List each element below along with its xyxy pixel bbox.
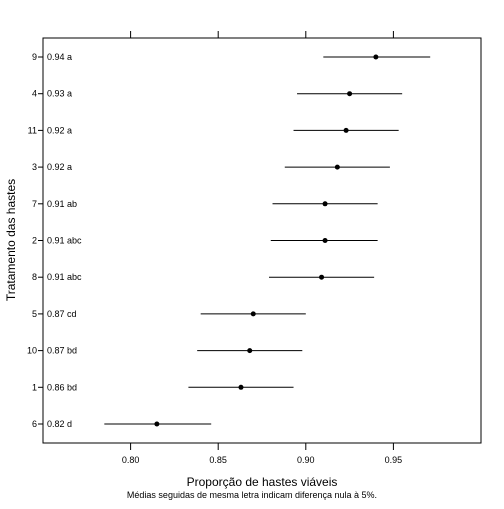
mean-point [322,201,328,207]
mean-point [238,384,244,390]
y-tick-label: 4 [32,89,37,99]
data-row: 10 0.87 bd [27,346,303,356]
mean-point [373,54,379,60]
mean-letter-label: 0.91 ab [47,199,77,209]
y-tick-label: 10 [27,346,37,356]
data-row: 9 0.94 a [32,52,431,62]
x-tick-label: 0.80 [122,455,140,465]
mean-point [250,311,256,317]
mean-point [334,164,340,170]
mean-letter-label: 0.86 bd [47,382,77,392]
y-tick-label: 6 [32,419,37,429]
data-row: 2 0.91 abc [32,236,378,246]
y-tick-label: 7 [32,199,37,209]
data-rows: 9 0.94 a 4 0.93 a 11 0.92 a 3 0.92 a 7 0.91 ab 2 0.… [27,52,431,429]
footnote: Médias seguidas de mesma letra indicam d… [127,490,377,500]
x-tick-label: 0.90 [297,455,315,465]
data-row: 8 0.91 abc [32,272,375,282]
y-tick-label: 8 [32,272,37,282]
y-tick-label: 3 [32,162,37,172]
mean-letter-label: 0.93 a [47,89,72,99]
mean-point [343,127,349,133]
mean-letter-label: 0.94 a [47,52,72,62]
y-tick-label: 2 [32,236,37,246]
x-axis-label: Proporção de hastes viáveis [187,475,338,489]
mean-letter-label: 0.91 abc [47,236,82,246]
data-row: 6 0.82 d [32,419,212,429]
x-tick-label: 0.95 [385,455,403,465]
mean-letter-label: 0.92 a [47,125,72,135]
mean-letter-label: 0.82 d [47,419,72,429]
axis-ticks: 0.80 0.85 0.90 0.95 [122,31,402,465]
mean-letter-label: 0.87 bd [47,346,77,356]
y-axis-label: Tratamento das hastes [4,179,18,301]
data-row: 11 0.92 a [28,125,399,135]
mean-point [247,348,253,354]
mean-point [319,274,325,280]
mean-point [322,238,328,243]
x-tick-label: 0.85 [209,455,227,465]
plot-frame [42,37,482,444]
data-row: 1 0.86 bd [32,382,294,392]
mean-letter-label: 0.91 abc [47,272,82,282]
data-row: 4 0.93 a [32,89,403,99]
y-tick-label: 11 [28,125,37,135]
y-tick-label: 1 [32,382,37,392]
y-tick-label: 5 [32,309,37,319]
y-tick-label: 9 [32,52,37,62]
mean-letter-label: 0.87 cd [47,309,77,319]
data-row: 3 0.92 a [32,162,390,172]
mean-point [154,421,160,427]
mean-point [347,91,353,97]
data-row: 7 0.91 ab [32,199,378,209]
mean-letter-label: 0.92 a [47,162,72,172]
data-row: 5 0.87 cd [32,309,306,319]
